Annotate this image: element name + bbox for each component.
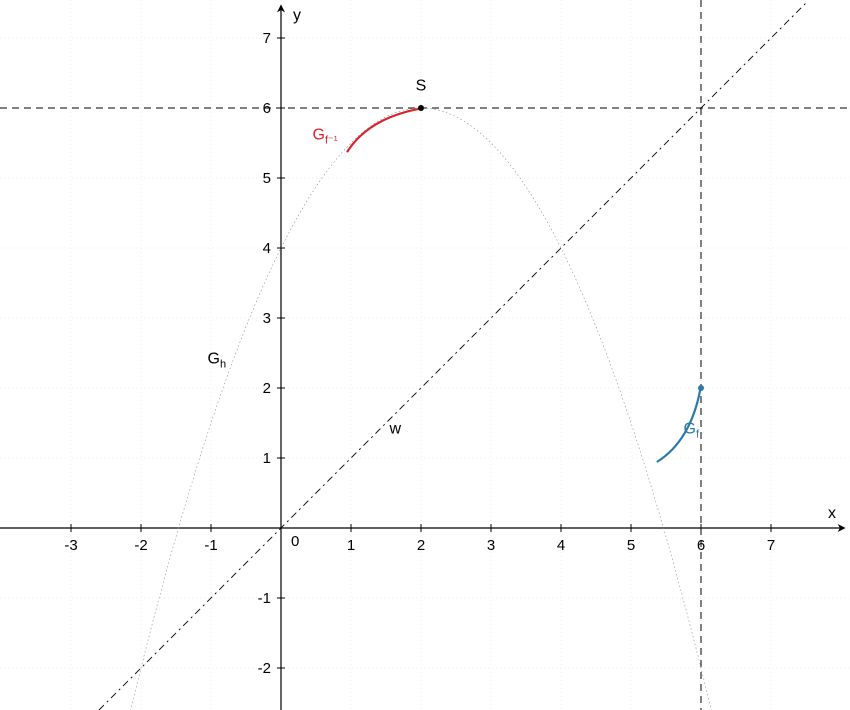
label-gh: Gh bbox=[208, 351, 227, 371]
y-tick-label: 5 bbox=[263, 170, 271, 187]
curve-f-endpoint bbox=[698, 385, 704, 391]
x-tick-label: 2 bbox=[417, 537, 425, 554]
labels: x y Gh Gf Gf⁻¹ w S bbox=[208, 7, 837, 522]
curve-h bbox=[8, 108, 834, 710]
identity-line bbox=[99, 3, 806, 710]
math-plot: -3 -2 -1 1 2 3 4 5 6 7 -2 -1 0 1 2 3 4 5 6 7 x y Gh Gf Gf⁻¹ w S bbox=[0, 0, 850, 710]
x-tick-label: 6 bbox=[697, 537, 705, 554]
y-tick-label: 0 bbox=[291, 533, 299, 550]
point-s bbox=[418, 105, 424, 111]
x-tick-label: -2 bbox=[134, 537, 147, 554]
x-tick-label: -3 bbox=[64, 537, 77, 554]
y-axis-label: y bbox=[293, 7, 301, 24]
y-tick-label: -1 bbox=[258, 590, 271, 607]
y-tick-label: 1 bbox=[263, 450, 271, 467]
x-tick-label: 3 bbox=[487, 537, 495, 554]
axes bbox=[0, 6, 844, 710]
x-tick-label: 7 bbox=[767, 537, 775, 554]
y-tick-label: 6 bbox=[263, 100, 271, 117]
y-tick-label: 4 bbox=[263, 240, 271, 257]
label-gfinv: Gf⁻¹ bbox=[313, 127, 338, 147]
label-s: S bbox=[416, 78, 427, 95]
x-tick-label: 4 bbox=[557, 537, 565, 554]
label-w: w bbox=[389, 421, 402, 438]
axis-ticks: -3 -2 -1 1 2 3 4 5 6 7 -2 -1 0 1 2 3 4 5 6 7 bbox=[64, 30, 775, 677]
x-tick-label: 1 bbox=[347, 537, 355, 554]
x-tick-label: 5 bbox=[627, 537, 635, 554]
curves bbox=[8, 105, 834, 710]
asymptotes bbox=[0, 0, 850, 710]
y-tick-label: -2 bbox=[258, 660, 271, 677]
y-tick-label: 2 bbox=[263, 380, 271, 397]
y-tick-label: 3 bbox=[263, 310, 271, 327]
x-axis-label: x bbox=[828, 505, 836, 522]
x-tick-label: -1 bbox=[204, 537, 217, 554]
y-tick-label: 7 bbox=[263, 30, 271, 47]
minor-grid bbox=[0, 0, 850, 710]
label-gf: Gf bbox=[684, 421, 700, 441]
curve-f-inverse bbox=[348, 109, 420, 152]
